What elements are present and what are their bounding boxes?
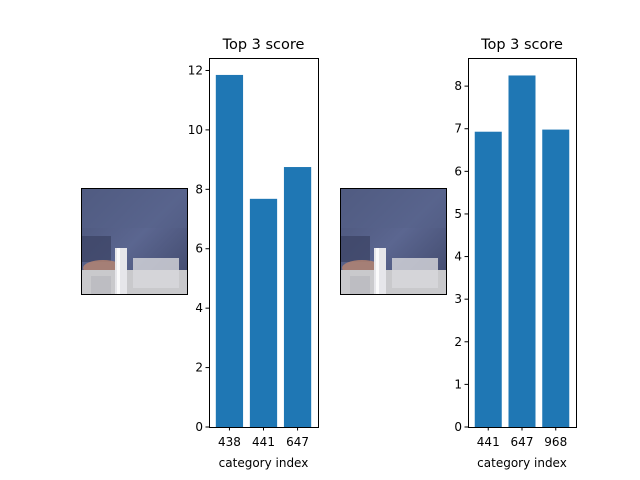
y-tick-label: 1 [454, 377, 462, 391]
y-tick-label: 0 [195, 420, 203, 434]
y-tick-label: 0 [454, 420, 462, 434]
y-tick-label: 4 [454, 250, 462, 264]
x-tick-label: 647 [286, 435, 309, 449]
y-tick-label: 7 [454, 122, 462, 136]
bar-441 [249, 198, 278, 427]
y-tick-label: 10 [188, 123, 203, 137]
y-tick-label: 12 [188, 63, 203, 77]
bar-438 [215, 74, 244, 427]
y-tick-label: 6 [195, 242, 203, 256]
y-tick-label: 8 [195, 182, 203, 196]
y-tick-label: 3 [454, 292, 462, 306]
bar-647 [508, 75, 536, 428]
chart-title: Top 3 score [480, 37, 563, 53]
bar-968 [542, 129, 570, 427]
x-tick-label: 647 [511, 435, 534, 449]
y-tick-label: 6 [454, 164, 462, 178]
x-axis-label: category index [219, 456, 309, 470]
chart-right: 0 1 2 3 4 5 6 7 8 441 647 968 Top 3 score category in… [454, 37, 577, 470]
x-tick-label: 441 [252, 435, 275, 449]
bar-441 [474, 131, 502, 427]
x-tick-label: 968 [544, 435, 567, 449]
y-tick-label: 4 [195, 301, 203, 315]
photo-thumbnail-icon [340, 188, 447, 295]
y-tick-label: 2 [454, 335, 462, 349]
y-tick-label: 5 [454, 207, 462, 221]
y-tick-label: 8 [454, 79, 462, 93]
photo-thumbnail-icon [81, 188, 188, 295]
x-tick-label: 438 [218, 435, 241, 449]
bar-647 [283, 167, 312, 427]
chart-left: 0 2 4 6 8 10 12 438 441 647 Top 3 score category in… [188, 37, 319, 470]
x-axis-label: category index [477, 456, 567, 470]
chart-title: Top 3 score [222, 37, 305, 53]
y-tick-label: 2 [195, 361, 203, 375]
x-tick-label: 441 [477, 435, 500, 449]
